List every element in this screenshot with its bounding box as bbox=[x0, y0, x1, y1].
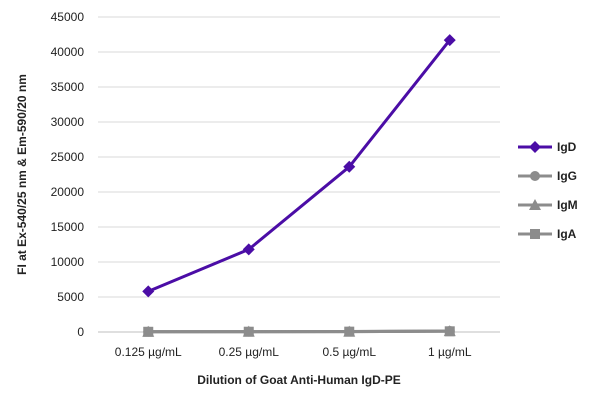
data-point-igg bbox=[143, 326, 154, 337]
x-tick-label: 0.125 µg/mL bbox=[115, 345, 182, 359]
series-igd bbox=[142, 34, 456, 298]
legend-label: IgG bbox=[557, 169, 577, 183]
y-tick-label: 10000 bbox=[51, 255, 85, 269]
data-point-igd bbox=[242, 243, 255, 256]
x-tick-label: 0.25 µg/mL bbox=[219, 345, 280, 359]
legend-label: IgM bbox=[557, 198, 578, 212]
series-lines bbox=[142, 34, 456, 337]
legend-item-igd: IgD bbox=[518, 140, 577, 154]
data-point-igg bbox=[444, 325, 455, 336]
y-tick-label: 15000 bbox=[51, 220, 85, 234]
legend-item-igg: IgG bbox=[518, 169, 577, 183]
series-line-igd bbox=[147, 39, 451, 293]
x-axis-title: Dilution of Goat Anti-Human IgD-PE bbox=[197, 373, 401, 387]
data-point-igd bbox=[343, 160, 356, 173]
legend-item-igm: IgM bbox=[518, 198, 578, 212]
legend-label: IgA bbox=[557, 227, 577, 241]
y-tick-label: 35000 bbox=[51, 80, 85, 94]
legend-marker bbox=[529, 141, 541, 153]
data-point-igd bbox=[443, 34, 456, 47]
x-axis-ticks: 0.125 µg/mL 0.25 µg/mL 0.5 µg/mL 1 µg/mL bbox=[115, 345, 472, 359]
x-tick-label: 1 µg/mL bbox=[428, 345, 472, 359]
y-tick-label: 0 bbox=[77, 325, 84, 339]
data-point-igg bbox=[344, 326, 355, 337]
legend-label: IgD bbox=[557, 140, 577, 154]
y-tick-label: 25000 bbox=[51, 150, 85, 164]
series-igg bbox=[143, 325, 455, 337]
y-tick-label: 30000 bbox=[51, 115, 85, 129]
y-axis-title: FI at Ex-540/25 nm & Em-590/20 nm bbox=[15, 74, 29, 275]
y-tick-label: 20000 bbox=[51, 185, 85, 199]
legend-marker bbox=[529, 199, 541, 210]
gridlines bbox=[98, 16, 500, 298]
legend-item-iga: IgA bbox=[518, 227, 577, 241]
y-axis-ticks: 0 5000 10000 15000 20000 25000 30000 35000 40000… bbox=[51, 10, 85, 339]
x-tick-label: 0.5 µg/mL bbox=[322, 345, 376, 359]
legend-marker bbox=[530, 171, 540, 181]
y-tick-label: 5000 bbox=[57, 290, 84, 304]
legend-marker bbox=[530, 229, 540, 239]
y-tick-label: 40000 bbox=[51, 45, 85, 59]
data-point-igg bbox=[243, 326, 254, 337]
legend: IgD IgG IgM IgA bbox=[518, 140, 578, 241]
series-line-igg bbox=[148, 329, 450, 334]
data-point-igd bbox=[142, 285, 155, 298]
y-tick-label: 45000 bbox=[51, 10, 85, 24]
